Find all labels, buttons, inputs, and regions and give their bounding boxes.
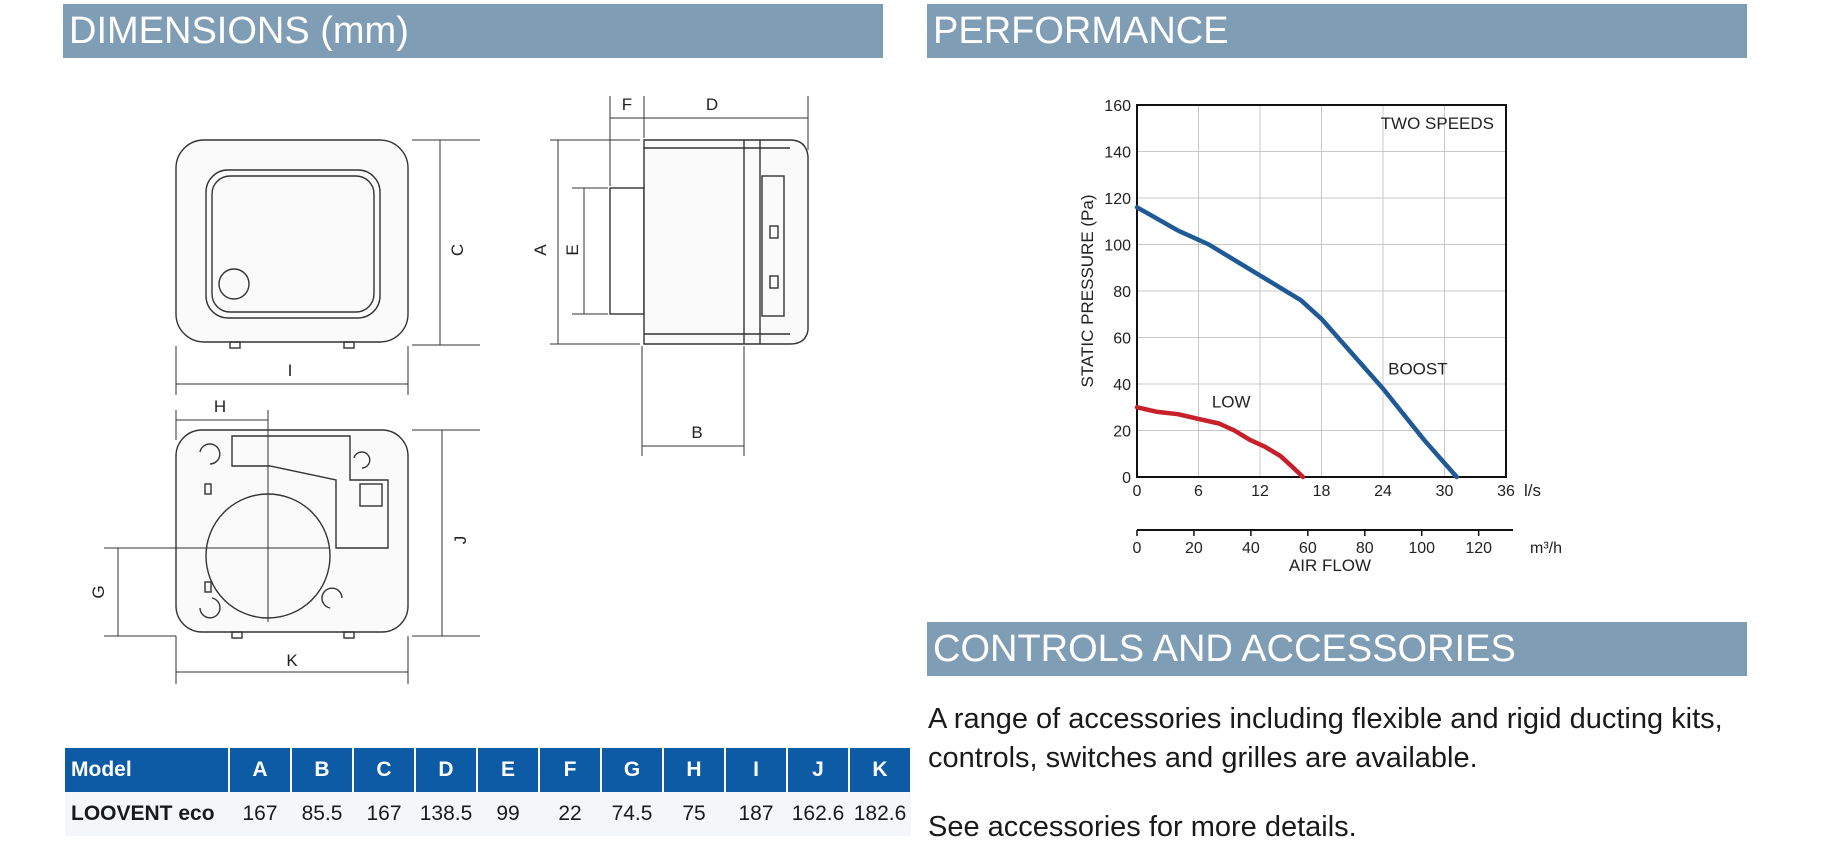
series-label-boost: BOOST <box>1388 360 1448 379</box>
x-tick-label: 0 <box>1133 483 1142 500</box>
dim-label-a: A <box>531 244 550 256</box>
y-tick-label: 140 <box>1104 145 1131 162</box>
dim-label-c: C <box>448 244 467 256</box>
rear-view-drawing <box>175 429 409 639</box>
dimensions-header: DIMENSIONS (mm) <box>63 4 883 58</box>
x-tick-label: 36 <box>1497 483 1515 500</box>
table-header-h: H <box>663 748 726 792</box>
table-cell-e: 99 <box>477 792 539 836</box>
table-cell-a: 167 <box>229 792 291 836</box>
controls-header: CONTROLS AND ACCESSORIES <box>927 622 1747 676</box>
dim-label-h: H <box>214 397 226 416</box>
side-view-drawing <box>609 139 809 345</box>
table-header-g: G <box>601 748 664 792</box>
dim-label-j: J <box>451 536 470 545</box>
table-header-i: I <box>725 748 788 792</box>
table-cell-k: 182.6 <box>849 792 911 836</box>
table-cell-d: 138.5 <box>415 792 477 836</box>
table-header-k: K <box>849 748 912 792</box>
dim-label-d: D <box>706 95 718 114</box>
table-row: LOOVENT eco 167 85.5 167 138.5 99 22 74.5 75 187 1… <box>65 792 911 836</box>
table-cell-c: 167 <box>353 792 415 836</box>
table-cell-h: 75 <box>663 792 725 836</box>
table-cell-f: 22 <box>539 792 601 836</box>
table-cell-b: 85.5 <box>291 792 353 836</box>
dim-label-g: G <box>89 585 108 598</box>
x-axis-unit: l/s <box>1524 481 1541 500</box>
x-axis-label: AIR FLOW <box>1289 556 1371 575</box>
dim-label-i: I <box>288 361 293 380</box>
y-tick-label: 80 <box>1113 284 1131 301</box>
performance-header: PERFORMANCE <box>927 4 1747 58</box>
y-tick-label: 160 <box>1104 98 1131 115</box>
dim-label-k: K <box>286 651 298 670</box>
table-cell-j: 162.6 <box>787 792 849 836</box>
table-header-f: F <box>539 748 602 792</box>
x2-tick-label: 0 <box>1133 540 1142 557</box>
accessories-more-text: See accessories for more details. <box>928 811 1357 843</box>
dim-label-e: E <box>563 244 582 255</box>
table-cell-i: 187 <box>725 792 787 836</box>
table-header-a: A <box>229 748 292 792</box>
dimension-drawings: C I F D A E B H G J K <box>89 95 809 684</box>
x-tick-label: 6 <box>1194 483 1203 500</box>
x2-axis-unit: m³/h <box>1530 540 1562 557</box>
table-header-j: J <box>787 748 850 792</box>
chart-frame <box>1136 104 1507 478</box>
x-tick-label: 18 <box>1313 483 1331 500</box>
x2-tick-label: 80 <box>1356 540 1374 557</box>
x2-tick-label: 100 <box>1408 540 1435 557</box>
x2-tick-label: 60 <box>1299 540 1317 557</box>
x-tick-label: 12 <box>1251 483 1269 500</box>
x-tick-label: 24 <box>1374 483 1392 500</box>
x2-tick-label: 120 <box>1465 540 1492 557</box>
y-tick-label: 100 <box>1104 238 1131 255</box>
table-header-e: E <box>477 748 540 792</box>
series-line-boost <box>1134 205 1460 480</box>
front-view-drawing <box>175 139 409 349</box>
table-cell-g: 74.5 <box>601 792 663 836</box>
dim-label-f: F <box>622 95 632 114</box>
y-tick-label: 60 <box>1113 331 1131 348</box>
performance-chart: 0 20 40 60 80 100 120 140 160 0 6 12 18 24 30 36 0 20 40… <box>1078 98 1562 575</box>
table-header-b: B <box>291 748 354 792</box>
table-header-row: Model A B C D E F G H I J K <box>65 748 912 792</box>
series-line-low <box>1134 405 1306 480</box>
y-tick-label: 0 <box>1122 470 1131 487</box>
y-tick-label: 120 <box>1104 191 1131 208</box>
dimensions-table: Model A B C D E F G H I J K LOOVENT eco 167 85.5 167 13… <box>65 748 912 836</box>
x2-tick-label: 20 <box>1185 540 1203 557</box>
chart-grid <box>1136 104 1507 478</box>
chart-annotation: TWO SPEEDS <box>1381 114 1494 133</box>
table-cell-model: LOOVENT eco <box>65 792 229 836</box>
series-label-low: LOW <box>1212 392 1251 411</box>
x-tick-label: 30 <box>1436 483 1454 500</box>
y-axis-label: STATIC PRESSURE (Pa) <box>1078 194 1097 387</box>
dim-label-b: B <box>691 423 702 442</box>
table-header-model: Model <box>65 748 230 792</box>
x2-tick-label: 40 <box>1242 540 1260 557</box>
y-tick-label: 20 <box>1113 424 1131 441</box>
y-tick-label: 40 <box>1113 377 1131 394</box>
accessories-text: A range of accessories including flexibl… <box>928 703 1723 774</box>
table-header-c: C <box>353 748 416 792</box>
table-header-d: D <box>415 748 478 792</box>
